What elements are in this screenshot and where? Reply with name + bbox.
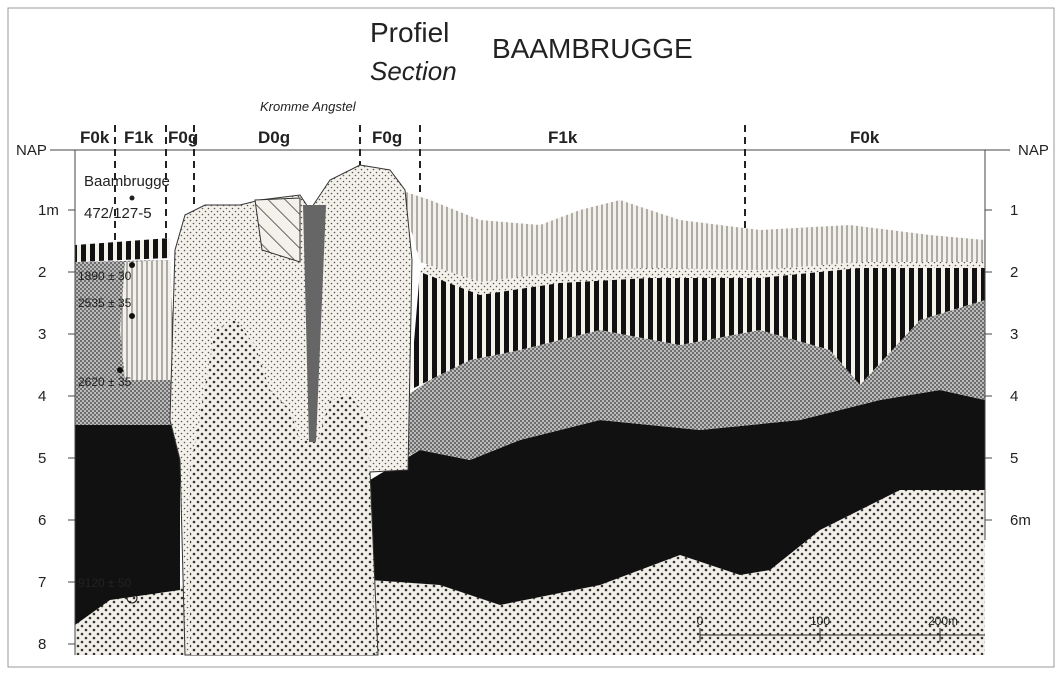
depth-label: 4 — [38, 388, 46, 405]
page: Profiel Section BAAMBRUGGE Kromme Angste… — [0, 0, 1062, 675]
scale-label: 100 — [810, 614, 830, 628]
depth-label: 1m — [38, 202, 59, 219]
borehole-marker — [130, 196, 135, 201]
depth-label: NAP — [1018, 142, 1049, 159]
section-diagram: Profiel Section BAAMBRUGGE Kromme Angste… — [0, 0, 1062, 675]
date-label: 2535 ± 35 — [78, 296, 132, 310]
unit-label: F0k — [850, 128, 880, 147]
depth-label: 3 — [38, 326, 46, 343]
borehole-name: Baambrugge — [84, 173, 170, 190]
unit-label: F0g — [168, 128, 198, 147]
date-label: 9120 ± 50 — [78, 576, 132, 590]
unit-label: F0k — [80, 128, 110, 147]
borehole-id: 472/127-5 — [84, 205, 152, 222]
depth-label: 3 — [1010, 326, 1018, 343]
depth-label: 4 — [1010, 388, 1018, 405]
depth-label: 6 — [38, 512, 46, 529]
unit-label: F0g — [372, 128, 402, 147]
date-label: 2620 ± 35 — [78, 375, 132, 389]
scale-label: 0 — [697, 614, 704, 628]
unit-label: F1k — [124, 128, 154, 147]
depth-label: NAP — [16, 142, 47, 159]
title-en: Section — [370, 56, 457, 86]
title-place: BAAMBRUGGE — [492, 33, 693, 64]
depth-label: 2 — [38, 264, 46, 281]
river-label: Kromme Angstel — [260, 99, 357, 114]
date-label: 1890 ± 30 — [78, 269, 132, 283]
depth-label: 1 — [1010, 202, 1018, 219]
depth-label: 7 — [38, 574, 46, 591]
depth-label: 5 — [1010, 450, 1018, 467]
unit-label: D0g — [258, 128, 290, 147]
scale-label: 200m — [928, 614, 958, 628]
depth-label: 8 — [38, 636, 46, 653]
depth-label: 2 — [1010, 264, 1018, 281]
depth-label: 5 — [38, 450, 46, 467]
unit-label: F1k — [548, 128, 578, 147]
title-nl: Profiel — [370, 17, 449, 48]
depth-label: 6m — [1010, 512, 1031, 529]
